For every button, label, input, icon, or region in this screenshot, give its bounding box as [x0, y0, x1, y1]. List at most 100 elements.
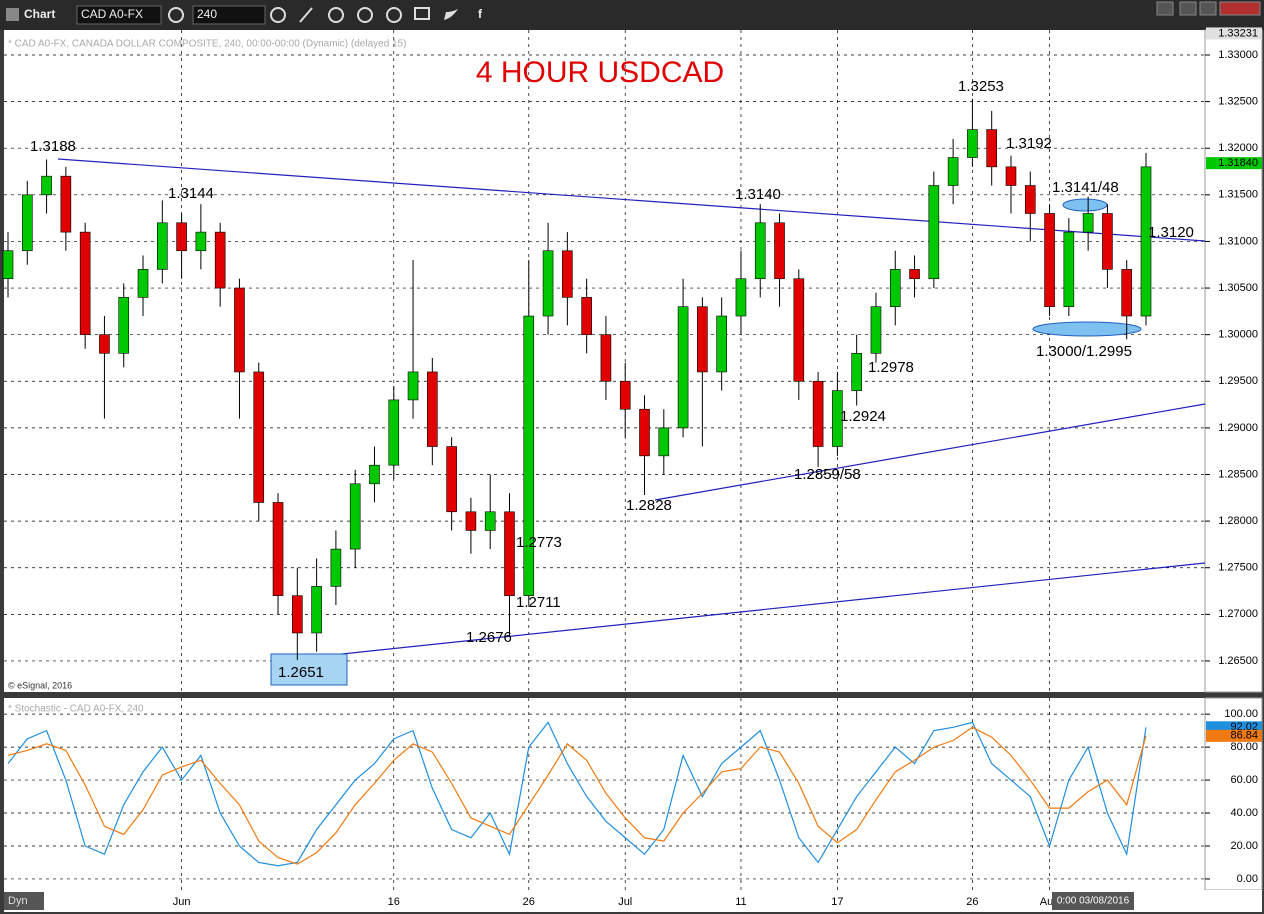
time-axis [4, 890, 1262, 912]
stoch-line [7, 721, 1147, 867]
price-marker-label: 1.31840 [1218, 157, 1258, 169]
candle-body [369, 464, 380, 485]
candle-body [388, 399, 400, 466]
candle-body [523, 315, 535, 596]
chart-title: 4 HOUR USDCAD [476, 56, 724, 89]
candle-body [542, 250, 554, 317]
annotation: 1.2773 [516, 534, 562, 551]
close-button[interactable] [1219, 1, 1261, 16]
candle-body [427, 371, 438, 447]
y-tick-label: 1.32500 [1218, 96, 1258, 108]
candle-body [157, 222, 168, 270]
y-tick-label: 60.00 [1230, 774, 1258, 786]
annotation: 1.2828 [626, 497, 672, 514]
interval[interactable]: 240 [197, 7, 217, 21]
x-tick-label: 17 [831, 896, 843, 908]
trend-line [654, 403, 1206, 501]
annotation: 1.3120 [1148, 224, 1194, 241]
app-name: Chart [24, 7, 55, 21]
candle-body [21, 194, 33, 252]
candle-body [330, 548, 342, 587]
refresh-icon[interactable] [328, 7, 344, 23]
annotation: 1.2978 [868, 359, 914, 376]
candle-body [697, 306, 708, 373]
annotation: 1.3192 [1006, 135, 1052, 152]
y-tick-label: 1.31500 [1218, 189, 1258, 201]
annotation: 1.2711 [516, 594, 561, 611]
help-button[interactable] [1156, 1, 1174, 16]
candle-body [465, 511, 477, 531]
cursor-time: 0:00 03/08/2016 [1057, 896, 1130, 907]
y-tick-label: 1.33000 [1218, 49, 1258, 61]
mode[interactable]: Dyn [8, 895, 28, 907]
candle-body [253, 371, 265, 503]
symbol-box[interactable] [76, 5, 162, 25]
candle-body [41, 175, 52, 196]
annotation: 1.3253 [958, 78, 1004, 95]
trend-line [284, 562, 1206, 661]
clock-icon[interactable] [270, 7, 286, 23]
candle-body [793, 278, 805, 382]
twitter-icon[interactable] [444, 9, 458, 20]
replay-icon[interactable] [386, 7, 402, 23]
interval-box[interactable] [192, 5, 266, 25]
candle-body [812, 380, 824, 447]
y-tick-label: 40.00 [1230, 807, 1258, 819]
candle-body [1140, 166, 1152, 317]
y-tick-label: 1.30000 [1218, 329, 1258, 341]
stoch-line [7, 726, 1147, 865]
maximize-button[interactable] [1199, 1, 1217, 16]
candle-body [407, 371, 419, 401]
y-tick-label: 0.00 [1237, 873, 1258, 885]
annotation: 1.3000/1.2995 [1036, 343, 1132, 360]
y-tick-label: 1.30500 [1218, 282, 1258, 294]
x-tick-label: 16 [388, 896, 400, 908]
draw-icon[interactable] [299, 7, 313, 23]
indicator-title: * Stochastic - CAD A0-FX, 240 [8, 704, 144, 715]
annotation: 1.2651 [278, 664, 324, 681]
marks [2, 98, 1152, 867]
candle-body [658, 427, 670, 457]
chart-subtitle: * CAD A0-FX, CANADA DOLLAR COMPOSITE, 24… [8, 39, 407, 50]
play-icon[interactable] [357, 7, 373, 23]
candle-body [562, 250, 573, 298]
symbol[interactable]: CAD A0-FX [81, 7, 143, 21]
candle-body [754, 222, 766, 280]
y-tick-label: 1.27000 [1218, 608, 1258, 620]
annotation: 1.3141/48 [1052, 179, 1119, 196]
y-tick-label: 1.32000 [1218, 142, 1258, 154]
candle-body [60, 175, 72, 233]
app-icon [6, 8, 19, 21]
y-tick-label: 1.27500 [1218, 562, 1258, 574]
candle-body [1044, 213, 1055, 307]
cursor-time-box [1052, 892, 1134, 910]
candle-body [716, 315, 727, 373]
y-tick-label: 100.00 [1224, 708, 1258, 720]
price-marker-label: 1.33231 [1218, 27, 1258, 39]
annotation: 1.2859/58 [794, 466, 861, 483]
settings-icon[interactable] [168, 7, 184, 23]
y-tick-label: 1.26500 [1218, 655, 1258, 667]
candle-body [137, 269, 149, 298]
price-marker [1206, 729, 1262, 742]
candle-body [1024, 185, 1036, 214]
stoch-plot [4, 698, 1205, 890]
candle-body [446, 446, 457, 513]
candle-body [947, 157, 959, 186]
mode-box[interactable] [4, 892, 44, 910]
candle-body [1121, 269, 1133, 317]
facebook-icon[interactable]: f [478, 7, 483, 21]
annotation: 1.2676 [466, 629, 512, 646]
candle-body [735, 278, 747, 317]
candle-body [272, 502, 284, 596]
y-tick-label: 1.29000 [1218, 422, 1258, 434]
candle-body [870, 306, 882, 354]
minimize-button[interactable] [1179, 1, 1197, 16]
y-tick-label: 1.29500 [1218, 375, 1258, 387]
candle-body [851, 353, 862, 391]
annotation: 1.2924 [840, 408, 886, 425]
comment-icon[interactable] [414, 7, 430, 20]
candle-body [311, 586, 322, 634]
